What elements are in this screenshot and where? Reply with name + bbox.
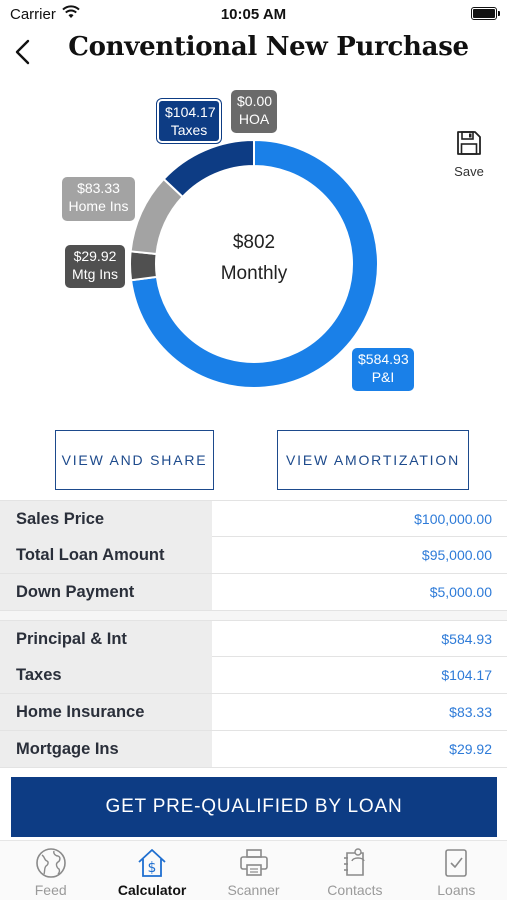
tab-loans[interactable]: Loans: [406, 841, 507, 900]
tab-calculator[interactable]: $ Calculator: [101, 841, 202, 900]
page-title: Conventional New Purchase: [68, 32, 469, 62]
callout-mtg-ins: $29.92 Mtg Ins: [65, 245, 125, 288]
row-label: Mortgage Ins: [0, 731, 212, 767]
row-principal-int: Principal & Int $584.93: [0, 620, 507, 657]
view-amortization-button[interactable]: VIEW AMORTIZATION: [277, 430, 469, 490]
row-label: Principal & Int: [0, 621, 212, 657]
tab-contacts[interactable]: Contacts: [304, 841, 405, 900]
wifi-icon: [62, 5, 80, 18]
row-value: $95,000.00: [421, 547, 492, 563]
chevron-left-icon: [15, 39, 30, 65]
row-value: $83.33: [449, 704, 492, 720]
row-value: $29.92: [449, 741, 492, 757]
clock: 10:05 AM: [220, 6, 287, 23]
floppy-disk-icon: [457, 131, 481, 155]
svg-text:$: $: [148, 860, 157, 876]
row-value: $5,000.00: [429, 584, 492, 600]
callout-taxes: $104.17 Taxes: [157, 99, 221, 143]
row-value: $584.93: [441, 631, 492, 647]
payment-donut-chart: $802 Monthly $104.17 Taxes $0.00 HOA $83…: [0, 80, 507, 420]
row-down-payment: Down Payment $5,000.00: [0, 574, 507, 611]
row-value: $100,000.00: [414, 511, 492, 527]
status-bar: Carrier 10:05 AM: [0, 0, 507, 30]
save-button[interactable]: Save: [448, 130, 490, 182]
callout-home-ins-value: $83.33: [77, 180, 120, 196]
tab-label: Calculator: [117, 882, 187, 898]
tab-label: Scanner: [227, 882, 280, 898]
callout-taxes-value: $104.17: [165, 104, 216, 120]
callout-pi: $584.93 P&I: [352, 348, 414, 391]
donut-slice-p-i[interactable]: [129, 138, 379, 389]
printer-icon: [239, 849, 268, 876]
donut-svg: [129, 138, 379, 389]
callout-hoa: $0.00 HOA: [231, 90, 277, 133]
callout-pi-label: P&I: [371, 369, 395, 385]
row-label: Total Loan Amount: [0, 537, 212, 573]
row-home-insurance: Home Insurance $83.33: [0, 694, 507, 731]
tab-feed[interactable]: Feed: [0, 841, 101, 900]
save-label: Save: [454, 164, 484, 179]
tab-label: Feed: [34, 882, 67, 898]
callout-hoa-label: HOA: [238, 111, 270, 127]
tab-bar: Feed $ Calculator Scanner Contacts: [0, 840, 507, 900]
tab-scanner[interactable]: Scanner: [203, 841, 304, 900]
row-label: Taxes: [0, 657, 212, 693]
callout-home-ins: $83.33 Home Ins: [62, 177, 135, 221]
get-pre-qualified-button[interactable]: GET PRE-QUALIFIED BY LOAN: [11, 777, 497, 837]
callout-home-ins-label: Home Ins: [68, 198, 129, 214]
callout-taxes-label: Taxes: [170, 122, 208, 138]
carrier-label: Carrier: [10, 6, 56, 23]
row-sales-price: Sales Price $100,000.00: [0, 500, 507, 537]
battery-icon: [471, 7, 500, 20]
row-total-loan-amount: Total Loan Amount $95,000.00: [0, 537, 507, 574]
globe-icon: [35, 848, 66, 878]
row-label: Down Payment: [0, 574, 212, 610]
back-button[interactable]: [8, 34, 38, 70]
document-check-icon: [445, 849, 468, 877]
row-mortgage-ins: Mortgage Ins $29.92: [0, 731, 507, 768]
callout-mtg-ins-value: $29.92: [73, 248, 117, 264]
tab-label: Loans: [437, 882, 476, 898]
view-and-share-button[interactable]: VIEW AND SHARE: [55, 430, 214, 490]
donut-slice-mtg-ins[interactable]: [129, 250, 158, 282]
donut-slice-taxes[interactable]: [162, 138, 255, 199]
callout-pi-value: $584.93: [358, 351, 409, 367]
monthly-label: Monthly: [220, 263, 288, 284]
row-taxes: Taxes $104.17: [0, 657, 507, 694]
section-divider: [0, 611, 507, 620]
callout-mtg-ins-label: Mtg Ins: [72, 266, 118, 282]
tab-label: Contacts: [327, 882, 383, 898]
callout-hoa-value: $0.00: [237, 93, 273, 109]
row-label: Sales Price: [0, 501, 212, 537]
row-value: $104.17: [441, 667, 492, 683]
row-label: Home Insurance: [0, 694, 212, 730]
contacts-icon: [343, 848, 365, 876]
house-dollar-icon: $: [138, 849, 166, 877]
monthly-total: $802: [232, 232, 276, 253]
